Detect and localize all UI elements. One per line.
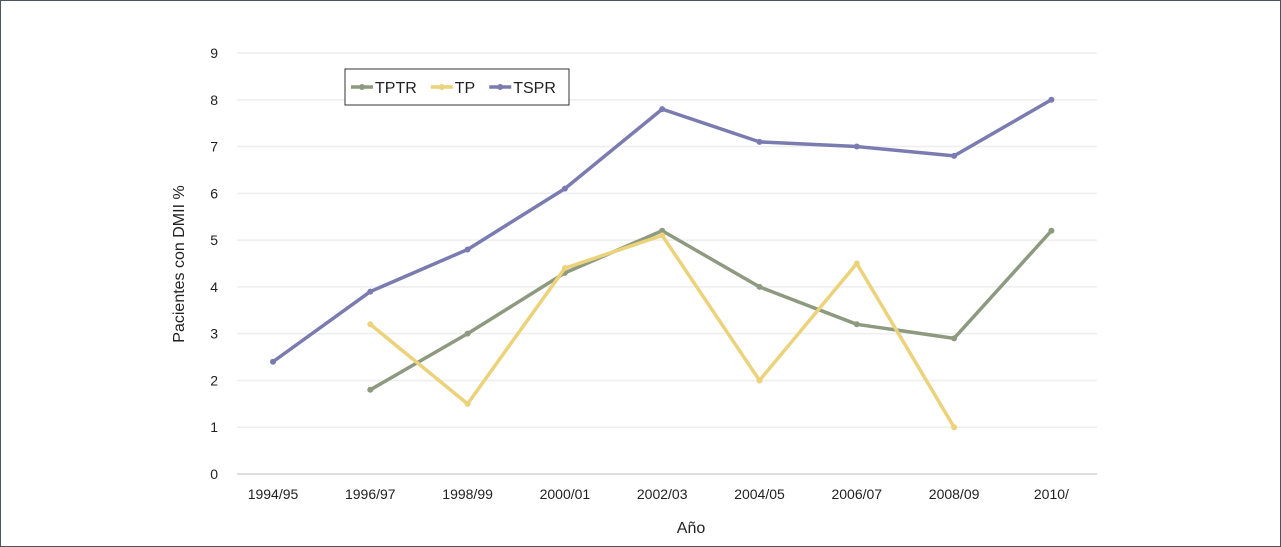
data-point-tspr bbox=[561, 185, 568, 192]
x-tick-label: 2006/07 bbox=[831, 486, 882, 502]
data-point-tspr bbox=[1048, 96, 1055, 103]
x-tick-label: 2002/03 bbox=[637, 486, 688, 502]
data-point-tspr bbox=[464, 246, 471, 253]
y-tick-label: 3 bbox=[210, 326, 218, 342]
series-line-tptr bbox=[368, 229, 1054, 392]
y-tick-label: 2 bbox=[210, 372, 218, 388]
data-point-tp bbox=[367, 321, 374, 328]
legend-label-tp: TP bbox=[455, 80, 475, 97]
x-tick-label: 1998/99 bbox=[442, 486, 493, 502]
data-point-tp bbox=[853, 260, 860, 267]
x-tick-label: 1996/97 bbox=[345, 486, 396, 502]
y-tick-label: 9 bbox=[210, 45, 218, 61]
series-line-tp bbox=[368, 233, 956, 429]
y-tick-label: 0 bbox=[210, 466, 218, 482]
x-tick-label: 2010/ bbox=[1034, 486, 1069, 502]
x-tick-label: 2004/05 bbox=[734, 486, 785, 502]
legend-marker-tptr bbox=[359, 84, 365, 90]
y-tick-label: 5 bbox=[210, 232, 218, 248]
legend-box bbox=[344, 68, 570, 106]
data-point-tptr bbox=[951, 335, 958, 342]
data-point-tptr bbox=[1048, 227, 1055, 234]
y-tick-label: 1 bbox=[210, 419, 218, 435]
data-point-tp bbox=[951, 424, 958, 431]
data-point-tspr bbox=[270, 358, 276, 365]
y-tick-label: 6 bbox=[210, 185, 218, 201]
data-point-tp bbox=[659, 232, 666, 239]
data-point-tspr bbox=[367, 288, 374, 295]
data-point-tptr bbox=[659, 227, 666, 234]
x-axis-ticks: 1994/95 1996/97 1998/99 2000/01 2002/03 2004/… bbox=[248, 486, 1069, 502]
y-axis-ticks: 0 1 2 3 4 5 6 7 8 9 bbox=[210, 45, 218, 482]
legend-label-tspr: TSPR bbox=[513, 80, 556, 97]
data-point-tspr bbox=[951, 152, 958, 159]
data-point-tspr bbox=[756, 138, 763, 145]
data-point-tspr bbox=[659, 106, 666, 113]
legend: TPTR TP TSPR bbox=[344, 68, 570, 106]
data-point-tptr bbox=[464, 330, 471, 337]
y-axis-label: Pacientes con DMII % bbox=[171, 185, 188, 342]
y-tick-label: 7 bbox=[210, 139, 218, 155]
data-point-tp bbox=[756, 377, 763, 384]
legend-marker-tspr bbox=[497, 84, 504, 90]
y-tick-label: 8 bbox=[210, 92, 218, 108]
gridlines bbox=[237, 52, 1097, 475]
data-point-tspr bbox=[853, 143, 860, 150]
legend-label-tptr: TPTR bbox=[375, 80, 417, 97]
series-lines bbox=[270, 96, 1055, 431]
x-tick-label: 2000/01 bbox=[540, 486, 591, 502]
data-point-tptr bbox=[853, 321, 860, 328]
y-tick-label: 4 bbox=[210, 279, 218, 295]
data-point-tp bbox=[561, 265, 568, 272]
x-axis-label: Año bbox=[677, 520, 706, 537]
data-point-tptr bbox=[367, 386, 374, 393]
data-point-tptr bbox=[756, 283, 763, 290]
data-point-tp bbox=[464, 400, 471, 407]
x-tick-label: 1994/95 bbox=[248, 486, 299, 502]
legend-marker-tp bbox=[438, 84, 445, 90]
x-tick-label: 2008/09 bbox=[929, 486, 980, 502]
